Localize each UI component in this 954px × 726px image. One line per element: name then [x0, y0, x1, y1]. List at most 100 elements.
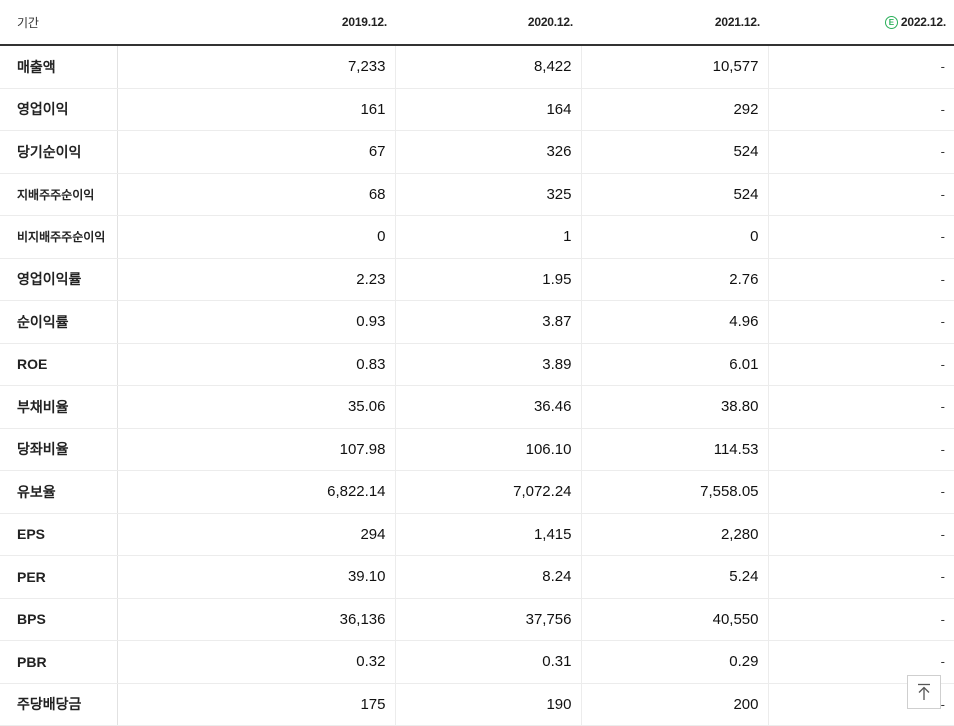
table-row: 매출액 7,233 8,422 10,577- — [0, 45, 954, 89]
table-cell: 5.24 — [581, 555, 769, 599]
table-cell: - — [768, 257, 954, 301]
table-cell: 36,136 — [117, 598, 396, 641]
table-cell: 40,550 — [581, 598, 769, 641]
table-cell: 190 — [395, 682, 582, 726]
table-row: 비지배주주순이익 0 1 0- — [0, 215, 954, 259]
row-label: 영업이익 — [0, 88, 118, 131]
table-cell: 292 — [581, 88, 769, 131]
table-cell: 2.23 — [117, 257, 396, 301]
table-row: BPS 36,136 37,756 40,550- — [0, 598, 954, 641]
period-2019: 2019.12. — [117, 0, 395, 46]
row-label: PBR — [0, 640, 118, 684]
table-cell: - — [768, 385, 954, 429]
table-cell: 8.24 — [395, 555, 582, 599]
table-cell: 67 — [117, 130, 396, 174]
table-cell: 0.29 — [581, 640, 769, 684]
table-cell: 38.80 — [581, 385, 769, 429]
table-cell: 6,822.14 — [117, 470, 396, 514]
table-cell: 164 — [395, 88, 582, 131]
header-row: 기간 2019.12. 2020.12. 2021.12. E 2022.12. — [0, 0, 954, 46]
table-row: PBR 0.32 0.31 0.29- — [0, 640, 954, 684]
table-cell: 39.10 — [117, 555, 396, 599]
table-cell: 1.95 — [395, 257, 582, 301]
table-cell: 6.01 — [581, 343, 769, 386]
period-2022-estimate: E 2022.12. — [768, 0, 954, 46]
table-cell: 68 — [117, 173, 396, 216]
period-2022-label: 2022.12. — [900, 15, 946, 29]
period-2020: 2020.12. — [395, 0, 581, 46]
table-cell: 1,415 — [395, 512, 582, 556]
table-cell: 0.31 — [395, 640, 582, 684]
row-label: 주당배당금 — [0, 682, 118, 726]
table-cell: - — [768, 428, 954, 471]
table-header: 기간 2019.12. 2020.12. 2021.12. E 2022.12. — [0, 0, 954, 46]
table-cell: - — [768, 130, 954, 174]
table-cell: - — [768, 215, 954, 259]
table-cell: 326 — [395, 130, 582, 174]
table-cell: - — [768, 343, 954, 386]
table-cell: 0.32 — [117, 640, 396, 684]
table-cell: 524 — [581, 173, 769, 216]
row-label: 비지배주주순이익 — [0, 215, 118, 259]
row-label: EPS — [0, 512, 118, 556]
table-row: 영업이익 161 164 292- — [0, 88, 954, 131]
table-cell: 294 — [117, 512, 396, 556]
table-cell: - — [768, 173, 954, 216]
arrow-up-to-line-icon — [918, 683, 930, 700]
table-cell: 3.87 — [395, 300, 582, 344]
table-cell: - — [768, 45, 954, 89]
table-cell: 175 — [117, 682, 396, 726]
row-label: 유보율 — [0, 470, 118, 514]
table-cell: - — [768, 88, 954, 131]
table-cell: 114.53 — [581, 428, 769, 471]
table-cell: - — [768, 598, 954, 641]
row-label: 부채비율 — [0, 385, 118, 429]
table-cell: 0 — [117, 215, 396, 259]
row-label: 당기순이익 — [0, 130, 118, 174]
table-cell: 37,756 — [395, 598, 582, 641]
table-row: 지배주주순이익 68 325 524- — [0, 173, 954, 216]
table-cell: 325 — [395, 173, 582, 216]
table-cell: 7,072.24 — [395, 470, 582, 514]
row-label: 지배주주순이익 — [0, 173, 118, 216]
table-cell: - — [768, 555, 954, 599]
scroll-to-top-button[interactable] — [907, 675, 941, 709]
table-cell: 106.10 — [395, 428, 582, 471]
period-label: 기간 — [0, 0, 117, 46]
table-row: 주당배당금 175 190 200- — [0, 682, 954, 726]
table-cell: 107.98 — [117, 428, 396, 471]
row-label: 당좌비율 — [0, 428, 118, 471]
table-row: 유보율 6,822.14 7,072.24 7,558.05- — [0, 470, 954, 514]
table-row: 부채비율 35.06 36.46 38.80- — [0, 385, 954, 429]
table-row: PER 39.10 8.24 5.24- — [0, 555, 954, 599]
table-row: 영업이익률 2.23 1.95 2.76- — [0, 257, 954, 301]
table-cell: 1 — [395, 215, 582, 259]
table-row: ROE 0.83 3.89 6.01- — [0, 343, 954, 386]
table-cell: 0.93 — [117, 300, 396, 344]
row-label: PER — [0, 555, 118, 599]
table-cell: - — [768, 300, 954, 344]
table-cell: 3.89 — [395, 343, 582, 386]
table-cell: 35.06 — [117, 385, 396, 429]
table-cell: 10,577 — [581, 45, 769, 89]
table-cell: 0.83 — [117, 343, 396, 386]
table-cell: 4.96 — [581, 300, 769, 344]
table-cell: 7,558.05 — [581, 470, 769, 514]
period-2021: 2021.12. — [581, 0, 768, 46]
row-label: 매출액 — [0, 45, 118, 89]
table-row: 순이익률 0.93 3.87 4.96- — [0, 300, 954, 344]
table-cell: 524 — [581, 130, 769, 174]
table-row: EPS 294 1,415 2,280- — [0, 512, 954, 556]
table-cell: 161 — [117, 88, 396, 131]
row-label: ROE — [0, 343, 118, 386]
table-cell: - — [768, 470, 954, 514]
table-cell: - — [768, 512, 954, 556]
table-cell: 8,422 — [395, 45, 582, 89]
table-row: 당좌비율 107.98 106.10 114.53- — [0, 428, 954, 471]
table-cell: 7,233 — [117, 45, 396, 89]
row-label: 순이익률 — [0, 300, 118, 344]
table-row: 당기순이익 67 326 524- — [0, 130, 954, 174]
table-body: 매출액 7,233 8,422 10,577- 영업이익 161 164 292- 당기순이익 6… — [0, 45, 954, 726]
table-cell: 200 — [581, 682, 769, 726]
